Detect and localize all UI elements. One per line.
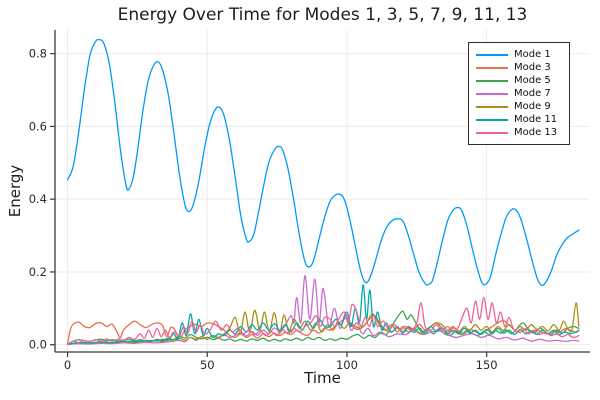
legend-line-sample	[476, 118, 508, 121]
x-tick-label: 0	[64, 358, 71, 372]
series-line-mode-1	[66, 38, 580, 287]
legend-label: Mode 1	[514, 49, 551, 60]
y-tick-label: 0.4	[29, 192, 47, 206]
legend-entry: Mode 9	[476, 100, 564, 113]
legend-line-sample	[476, 92, 508, 95]
legend-entry: Mode 3	[476, 61, 564, 74]
legend-line-sample	[476, 105, 508, 108]
legend-label: Mode 3	[514, 62, 551, 73]
axes: 0 50 100 150 0.0 0.2 0.4 0.6 0.8	[29, 30, 590, 372]
y-tick-label: 0.6	[29, 119, 47, 133]
legend-entry: Mode 7	[476, 87, 564, 100]
x-tick-label: 150	[476, 358, 498, 372]
series-line-mode-13	[66, 296, 580, 346]
legend-line-sample	[476, 53, 508, 56]
legend-label: Mode 5	[514, 75, 551, 86]
y-tick-label: 0.8	[29, 47, 47, 61]
legend-entry: Mode 13	[476, 126, 564, 139]
chart-title: Energy Over Time for Modes 1, 3, 5, 7, 9…	[117, 5, 528, 25]
legend-label: Mode 7	[514, 88, 551, 99]
x-tick-label: 50	[200, 358, 215, 372]
y-tick-label: 0.0	[29, 338, 47, 352]
series-line-mode-7	[66, 274, 580, 346]
x-axis-label: Time	[304, 369, 341, 387]
series-line-mode-3	[66, 314, 580, 345]
legend-line-sample	[476, 66, 508, 69]
series-line-mode-9	[66, 302, 580, 346]
legend-entry: Mode 5	[476, 74, 564, 87]
legend-line-sample	[476, 131, 508, 134]
gridlines	[55, 30, 590, 352]
legend-line-sample	[476, 79, 508, 82]
legend-entry: Mode 1	[476, 48, 564, 61]
legend-label: Mode 11	[514, 114, 558, 125]
legend-label: Mode 9	[514, 101, 551, 112]
x-tick-label: 100	[336, 358, 358, 372]
legend-entry: Mode 11	[476, 113, 564, 126]
y-tick-label: 0.2	[29, 265, 47, 279]
legend-label: Mode 13	[514, 127, 558, 138]
legend-box: Mode 1 Mode 3 Mode 5 Mode 7 Mode 9 Mode 11 Mod…	[468, 42, 570, 145]
